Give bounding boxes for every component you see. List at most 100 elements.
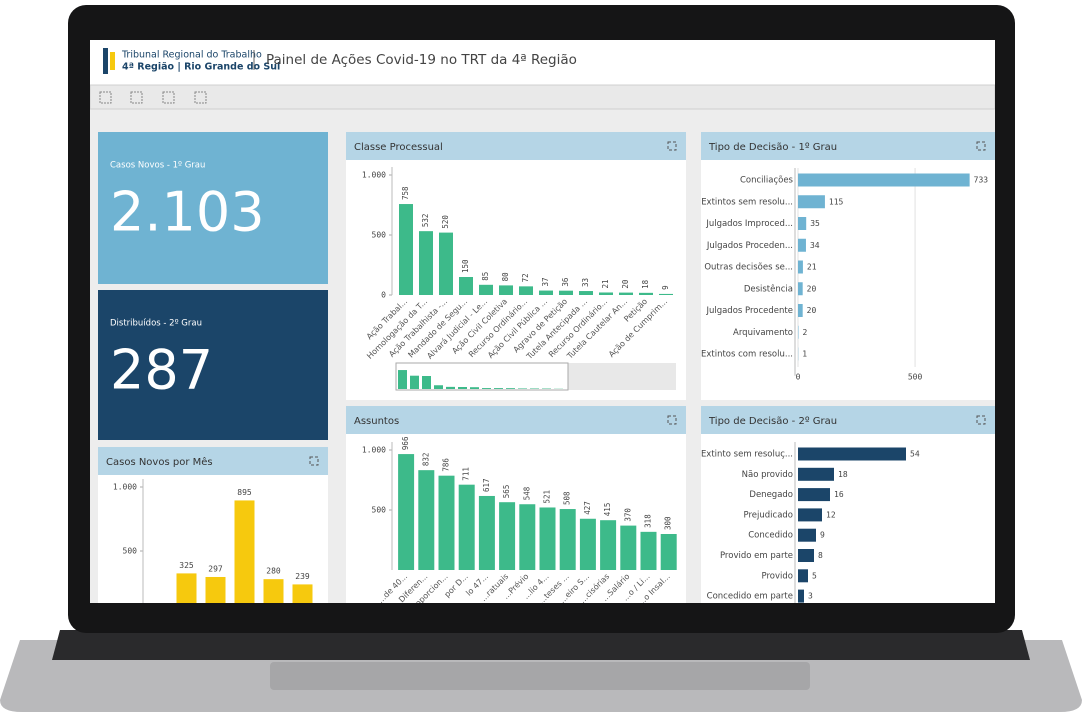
bar[interactable] <box>399 204 413 295</box>
expand-icon[interactable] <box>309 456 319 466</box>
bar[interactable] <box>660 534 677 570</box>
value-label: 733 <box>974 176 989 185</box>
expand-icon[interactable] <box>976 415 986 425</box>
bar[interactable] <box>539 507 556 570</box>
logo <box>110 52 115 70</box>
x-tick-label: 0 <box>796 373 801 382</box>
bar[interactable] <box>292 584 313 615</box>
value-label: 318 <box>644 514 653 528</box>
page-title: Painel de Ações Covid-19 no TRT da 4ª Re… <box>266 52 577 68</box>
expand-icon[interactable] <box>667 141 677 151</box>
bar[interactable] <box>798 173 970 187</box>
value-label: 72 <box>521 273 530 282</box>
value-label: 1 <box>802 350 807 359</box>
value-label: 20 <box>621 279 630 289</box>
bar[interactable] <box>619 292 633 295</box>
value-label: 415 <box>603 503 612 517</box>
bar[interactable] <box>579 291 593 295</box>
bar[interactable] <box>798 528 816 542</box>
expand-icon[interactable] <box>976 141 986 151</box>
y-tick-label: 500 <box>123 547 138 556</box>
bar[interactable] <box>798 508 822 522</box>
bar[interactable] <box>459 277 473 295</box>
bar[interactable] <box>418 470 435 570</box>
bar[interactable] <box>798 238 806 252</box>
y-tick-label: Provido em parte <box>720 551 793 561</box>
expand-icon[interactable] <box>667 415 677 425</box>
bar[interactable] <box>600 520 617 570</box>
y-tick-label: 1.000 <box>113 483 137 492</box>
bar[interactable] <box>579 518 596 570</box>
bar[interactable] <box>798 569 808 583</box>
y-tick-label: Julgados Proceden... <box>706 241 793 251</box>
bar[interactable] <box>559 509 576 570</box>
tool-icon[interactable] <box>99 91 112 104</box>
value-label: 758 <box>401 186 410 200</box>
value-label: 297 <box>208 564 223 573</box>
y-tick-label: Extinto sem resoluç... <box>701 450 793 460</box>
bar[interactable] <box>263 579 284 615</box>
bar[interactable] <box>798 488 830 502</box>
bar[interactable] <box>234 500 255 615</box>
bar[interactable] <box>798 217 807 230</box>
panel-header <box>701 406 995 434</box>
bar[interactable] <box>798 447 906 461</box>
bar[interactable] <box>559 290 573 295</box>
bar[interactable] <box>640 531 657 570</box>
tool-icon[interactable] <box>194 91 207 104</box>
bar[interactable] <box>798 260 803 274</box>
bar[interactable] <box>419 231 433 295</box>
value-label: 21 <box>807 263 817 272</box>
value-label: 21 <box>601 279 610 288</box>
panel-header <box>346 406 686 434</box>
bar[interactable] <box>438 475 455 570</box>
bar[interactable] <box>458 484 475 570</box>
bar[interactable] <box>499 502 516 570</box>
bar[interactable] <box>798 549 814 562</box>
bar[interactable] <box>798 282 803 296</box>
y-tick-label: Arquivamento <box>733 328 793 338</box>
kpi-card <box>98 132 328 284</box>
bar[interactable] <box>620 525 637 570</box>
scroll-thumb[interactable] <box>395 362 569 391</box>
bar[interactable] <box>478 495 495 570</box>
panel <box>346 406 686 603</box>
bar[interactable] <box>519 504 536 570</box>
mini-bar <box>518 388 527 389</box>
tool-icon[interactable] <box>162 91 175 104</box>
value-label: 20 <box>807 284 817 293</box>
bar[interactable] <box>519 286 533 295</box>
value-label: 532 <box>421 214 430 228</box>
bar[interactable] <box>798 467 834 481</box>
mini-bar <box>458 387 467 389</box>
mini-bar <box>530 388 539 389</box>
value-label: 427 <box>583 501 592 515</box>
bar[interactable] <box>439 232 453 295</box>
bar[interactable] <box>798 304 803 317</box>
value-label: 508 <box>563 491 572 505</box>
panel-title: Tipo de Decisão - 1º Grau <box>708 142 837 153</box>
bar[interactable] <box>639 292 653 295</box>
value-label: 370 <box>623 508 632 522</box>
bar[interactable] <box>176 573 197 615</box>
panel-title: Assuntos <box>354 416 399 427</box>
bar[interactable] <box>479 284 493 295</box>
value-label: 832 <box>421 453 430 467</box>
bar[interactable] <box>499 285 513 295</box>
value-label: 8 <box>818 551 823 560</box>
bar[interactable] <box>599 292 613 295</box>
bar[interactable] <box>798 589 804 603</box>
mini-bar <box>470 387 479 389</box>
value-label: 711 <box>462 467 471 481</box>
value-label: 548 <box>522 486 531 500</box>
bar[interactable] <box>205 576 226 615</box>
mini-bar <box>434 385 443 389</box>
bar[interactable] <box>659 293 673 295</box>
tool-icon[interactable] <box>130 91 143 104</box>
panel-title: Classe Processual <box>354 142 443 153</box>
bar[interactable] <box>398 454 415 570</box>
bar[interactable] <box>539 290 553 295</box>
bar[interactable] <box>798 195 825 209</box>
panel-title: Casos Novos por Mês <box>106 456 213 468</box>
